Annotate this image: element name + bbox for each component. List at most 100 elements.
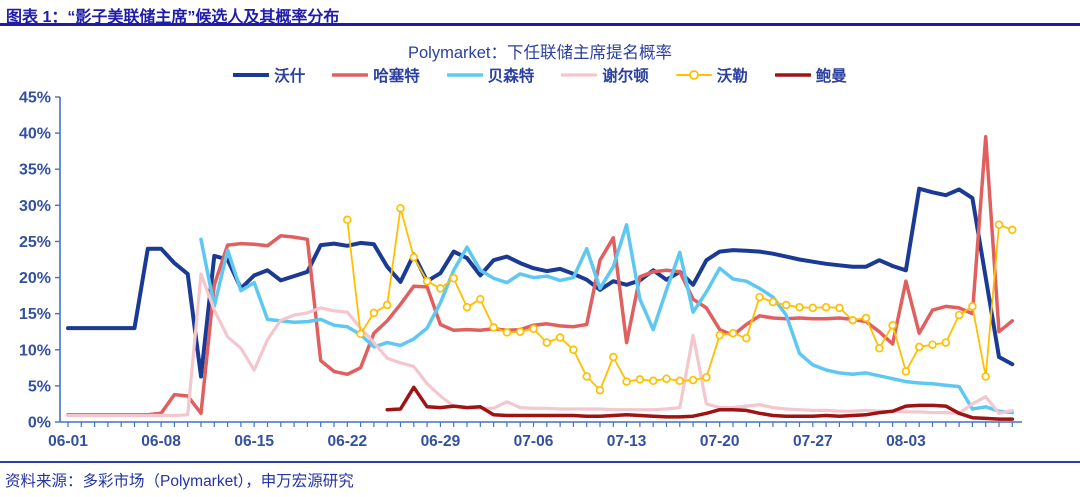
- legend-label: 哈塞特: [373, 68, 420, 85]
- x-axis-label: 06-22: [327, 433, 367, 450]
- legend-swatch-bowman: [774, 73, 811, 77]
- y-axis-label: 15%: [19, 306, 51, 323]
- y-axis-label: 35%: [19, 162, 51, 179]
- legend-label: 沃勒: [716, 68, 748, 85]
- series-marker-waller: [462, 302, 472, 312]
- x-axis-label: 07-13: [607, 433, 647, 450]
- series-marker-waller: [343, 215, 352, 225]
- series-marker-waller: [356, 329, 365, 339]
- series-marker-waller: [1008, 225, 1017, 235]
- legend-swatch-shelton: [561, 73, 598, 77]
- legend-item-hassett: 哈塞特: [332, 64, 420, 86]
- y-axis-label: 5%: [28, 378, 51, 395]
- series-marker-waller: [781, 300, 791, 310]
- y-axis-label: 10%: [19, 342, 51, 359]
- series-marker-waller: [848, 315, 857, 325]
- footer-rule: [0, 461, 1080, 463]
- x-axis-label: 07-27: [793, 433, 833, 450]
- series-line-bessent: [199, 223, 1015, 415]
- legend-label: 贝森特: [487, 68, 535, 85]
- x-axis-label: 07-06: [514, 433, 554, 450]
- legend-swatch-warsh: [233, 73, 270, 77]
- series-marker-waller: [622, 377, 631, 386]
- x-axis-label: 07-20: [700, 433, 740, 450]
- chart-title: Polymarket：下任联储主席提名概率: [407, 44, 673, 62]
- series-marker-waller: [382, 300, 392, 310]
- series-marker-waller: [675, 376, 685, 386]
- series-marker-waller: [409, 253, 419, 262]
- legend-item-bessent: 贝森特: [446, 64, 535, 86]
- x-axis-label: 08-03: [886, 433, 926, 450]
- series-marker-waller: [515, 327, 525, 336]
- legend-item-shelton: 谢尔顿: [561, 64, 649, 86]
- x-axis-label: 06-15: [234, 433, 274, 450]
- series-marker-waller: [662, 374, 671, 383]
- series-marker-waller: [555, 333, 565, 342]
- series-marker-waller: [728, 328, 738, 338]
- series-marker-waller: [542, 338, 552, 347]
- series-line-bowman: [385, 385, 1015, 421]
- series-marker-waller: [861, 313, 871, 323]
- x-axis-label: 06-08: [141, 433, 181, 450]
- series-marker-waller: [569, 345, 578, 355]
- series-marker-waller: [768, 297, 778, 307]
- series-marker-waller: [954, 310, 964, 320]
- y-axis-label: 0%: [28, 415, 51, 432]
- series-marker-waller: [795, 302, 804, 312]
- legend-label: 沃什: [274, 68, 306, 85]
- legend-item-bowman: 鲍曼: [774, 64, 847, 86]
- legend-swatch-waller: [675, 70, 712, 80]
- series-line-shelton: [66, 272, 1014, 418]
- series-marker-waller: [928, 340, 937, 349]
- series-marker-waller: [582, 372, 591, 381]
- legend-label: 鲍曼: [815, 68, 847, 85]
- x-axis-label: 06-29: [421, 433, 461, 450]
- series-marker-waller: [994, 220, 1004, 230]
- series-marker-waller: [489, 323, 498, 332]
- series-marker-waller: [369, 308, 379, 318]
- series-marker-waller: [888, 320, 897, 330]
- series-marker-waller: [755, 292, 764, 302]
- series-marker-waller: [875, 344, 884, 353]
- series-marker-waller: [476, 294, 485, 304]
- y-axis-label: 40%: [19, 126, 51, 143]
- series-marker-waller: [981, 372, 990, 381]
- series-marker-waller: [449, 274, 458, 283]
- y-axis-label: 25%: [19, 234, 51, 251]
- series-marker-waller: [968, 302, 977, 311]
- series-marker-waller: [396, 203, 405, 213]
- y-axis-label: 30%: [19, 198, 51, 215]
- y-axis-label: 45%: [19, 90, 51, 107]
- series-marker-waller: [914, 342, 924, 352]
- series-marker-waller: [635, 375, 645, 384]
- legend-item-waller: 沃勒: [675, 64, 748, 86]
- series-marker-waller: [595, 385, 605, 395]
- figure-title: 图表 1：“影子美联储主席”候选人及其概率分布: [6, 9, 340, 26]
- legend-swatch-bessent: [446, 73, 483, 77]
- source-note: 资料来源：多彩市场（Polymarket），申万宏源研究: [5, 473, 354, 490]
- series-marker-waller: [742, 333, 751, 343]
- series-marker-waller: [901, 367, 911, 376]
- y-axis-label: 20%: [19, 270, 51, 287]
- series-marker-waller: [941, 338, 951, 347]
- series-marker-waller: [835, 303, 844, 313]
- chart-legend: 沃什 哈塞特 贝森特 谢尔顿 沃勒 鲍曼: [0, 64, 1080, 86]
- series-marker-waller: [808, 303, 818, 313]
- series-marker-waller: [436, 284, 445, 293]
- series-marker-waller: [502, 328, 512, 337]
- series-marker-waller: [821, 302, 831, 312]
- legend-swatch-hassett: [332, 73, 369, 77]
- legend-item-warsh: 沃什: [233, 64, 305, 86]
- legend-label: 谢尔顿: [602, 68, 649, 85]
- series-marker-waller: [422, 276, 432, 286]
- series-marker-waller: [688, 375, 698, 385]
- series-marker-waller: [648, 376, 658, 386]
- series-marker-waller: [715, 331, 724, 340]
- series-marker-waller: [529, 324, 538, 334]
- series-marker-waller: [609, 352, 618, 362]
- header-rule: [0, 23, 1080, 26]
- x-axis-label: 06-01: [48, 433, 88, 450]
- series-marker-waller: [702, 372, 711, 382]
